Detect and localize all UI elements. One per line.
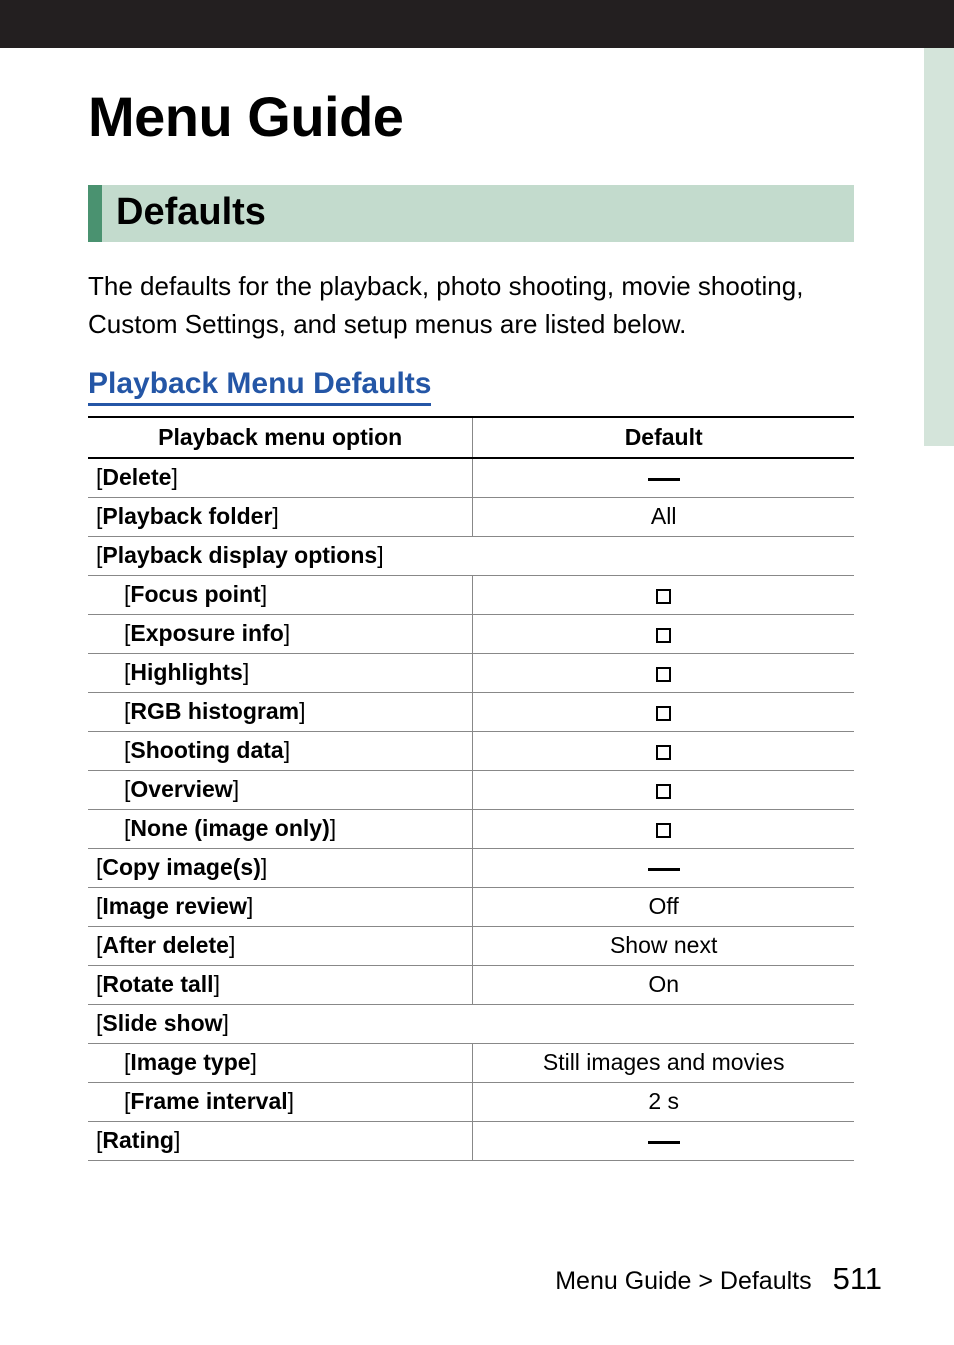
default-cell: Still images and movies: [473, 1044, 854, 1083]
table-row: [Frame interval]2 s: [88, 1083, 854, 1122]
sub-heading: Playback Menu Defaults: [88, 367, 431, 406]
table-row: [Slide show]: [88, 1005, 854, 1044]
table-row: [Highlights]: [88, 654, 854, 693]
section-heading: Defaults: [88, 185, 854, 242]
table-row: [Overview]: [88, 771, 854, 810]
option-cell: [Image type]: [88, 1044, 473, 1083]
table-row: [Exposure info]: [88, 615, 854, 654]
table-row: [Playback folder]All: [88, 498, 854, 537]
default-cell: [473, 615, 854, 654]
table-row: [Focus point]: [88, 576, 854, 615]
option-cell: [After delete]: [88, 927, 473, 966]
top-band: [0, 0, 954, 48]
table-row: [Delete]: [88, 458, 854, 498]
table-row: [None (image only)]: [88, 810, 854, 849]
checkbox-icon: [656, 628, 671, 643]
option-cell: [Delete]: [88, 458, 473, 498]
table-row: [Copy image(s)]: [88, 849, 854, 888]
option-cell: [Frame interval]: [88, 1083, 473, 1122]
default-cell: 2 s: [473, 1083, 854, 1122]
intro-text: The defaults for the playback, photo sho…: [88, 268, 854, 343]
checkbox-icon: [656, 784, 671, 799]
checkbox-icon: [656, 745, 671, 760]
option-cell: [Rotate tall]: [88, 966, 473, 1005]
table-row: [Image type]Still images and movies: [88, 1044, 854, 1083]
table-row: [RGB histogram]: [88, 693, 854, 732]
default-cell: [473, 576, 854, 615]
table-header-default: Default: [473, 417, 854, 458]
option-cell: [None (image only)]: [88, 810, 473, 849]
default-cell: [473, 1122, 854, 1161]
option-cell: [Copy image(s)]: [88, 849, 473, 888]
default-cell: All: [473, 498, 854, 537]
dash-icon: [648, 1141, 680, 1144]
table-header-option: Playback menu option: [88, 417, 473, 458]
footer-breadcrumb: Menu Guide > Defaults: [555, 1267, 811, 1295]
default-cell: Show next: [473, 927, 854, 966]
table-row: [Rating]: [88, 1122, 854, 1161]
option-cell: [Highlights]: [88, 654, 473, 693]
table-row: [After delete]Show next: [88, 927, 854, 966]
page-footer: Menu Guide > Defaults 511: [555, 1261, 882, 1297]
dash-icon: [648, 478, 680, 481]
default-cell: [473, 810, 854, 849]
dash-icon: [648, 868, 680, 871]
main-title: Menu Guide: [88, 84, 854, 149]
option-cell: [Playback folder]: [88, 498, 473, 537]
option-cell: [Image review]: [88, 888, 473, 927]
option-cell: [Rating]: [88, 1122, 473, 1161]
table-row: [Playback display options]: [88, 537, 854, 576]
default-cell: [473, 771, 854, 810]
table-row: [Image review]Off: [88, 888, 854, 927]
defaults-table: Playback menu option Default [Delete][Pl…: [88, 416, 854, 1161]
checkbox-icon: [656, 589, 671, 604]
option-cell: [Focus point]: [88, 576, 473, 615]
default-cell: On: [473, 966, 854, 1005]
checkbox-icon: [656, 823, 671, 838]
checkbox-icon: [656, 667, 671, 682]
table-row: [Rotate tall]On: [88, 966, 854, 1005]
table-row: [Shooting data]: [88, 732, 854, 771]
default-cell: Off: [473, 888, 854, 927]
option-cell: [RGB histogram]: [88, 693, 473, 732]
checkbox-icon: [656, 706, 671, 721]
default-cell: [473, 732, 854, 771]
option-cell: [Shooting data]: [88, 732, 473, 771]
page-content: Menu Guide Defaults The defaults for the…: [0, 48, 954, 1161]
option-cell: [Overview]: [88, 771, 473, 810]
option-cell: [Slide show]: [88, 1005, 854, 1044]
default-cell: [473, 654, 854, 693]
default-cell: [473, 693, 854, 732]
default-cell: [473, 849, 854, 888]
option-cell: [Exposure info]: [88, 615, 473, 654]
side-tab: [924, 48, 954, 446]
default-cell: [473, 458, 854, 498]
page-number: 511: [833, 1261, 882, 1296]
option-cell: [Playback display options]: [88, 537, 854, 576]
